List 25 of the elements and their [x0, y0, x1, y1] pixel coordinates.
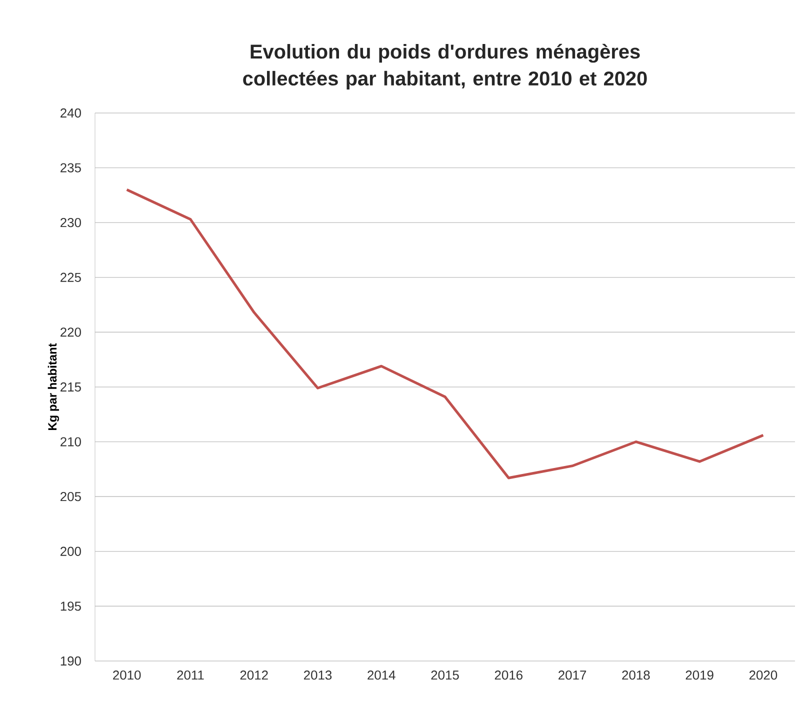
x-tick-label: 2012	[240, 670, 268, 680]
x-tick-label: 2010	[113, 670, 141, 680]
x-tick-label: 2015	[431, 670, 459, 680]
y-tick-label: 205	[60, 492, 81, 502]
y-tick-label: 195	[60, 602, 81, 611]
y-tick-label: 210	[60, 437, 81, 446]
y-tick-label: 230	[60, 218, 81, 228]
x-tick-label: 2017	[558, 670, 586, 680]
y-tick-label: 215	[60, 382, 81, 392]
y-tick-label: 225	[60, 272, 81, 282]
x-tick-label: 2016	[494, 670, 522, 680]
x-tick-label: 2014	[368, 670, 396, 680]
x-tick-label: 2018	[622, 670, 650, 680]
y-axis-title: Kg par habitant	[48, 343, 60, 430]
x-tick-label: 2011	[177, 670, 204, 680]
x-tick-label: 2013	[304, 670, 332, 680]
line-series	[126, 188, 764, 480]
chart-title: Evolution du poids d'ordures ménagères collectées par habitant, entre 2010 et 2020	[243, 44, 647, 90]
y-tick-label: 240	[60, 108, 81, 118]
y-tick-label: 200	[60, 546, 81, 556]
x-tick-label: 2019	[686, 670, 714, 680]
y-tick-label: 235	[60, 163, 81, 172]
y-tick-label: 220	[60, 328, 81, 337]
x-tick-label: 2020	[749, 670, 778, 680]
y-tick-label: 190	[60, 656, 81, 666]
